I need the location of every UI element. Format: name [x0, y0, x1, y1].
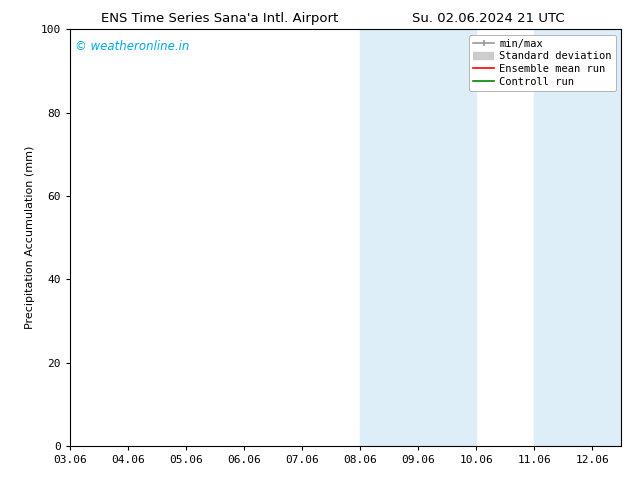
Bar: [534, 29, 621, 446]
Legend: min/max, Standard deviation, Ensemble mean run, Controll run: min/max, Standard deviation, Ensemble me…: [469, 35, 616, 91]
Text: Su. 02.06.2024 21 UTC: Su. 02.06.2024 21 UTC: [412, 12, 565, 25]
Bar: [360, 29, 476, 446]
Text: © weatheronline.in: © weatheronline.in: [75, 40, 190, 53]
Y-axis label: Precipitation Accumulation (mm): Precipitation Accumulation (mm): [25, 146, 35, 329]
Text: ENS Time Series Sana'a Intl. Airport: ENS Time Series Sana'a Intl. Airport: [101, 12, 339, 25]
